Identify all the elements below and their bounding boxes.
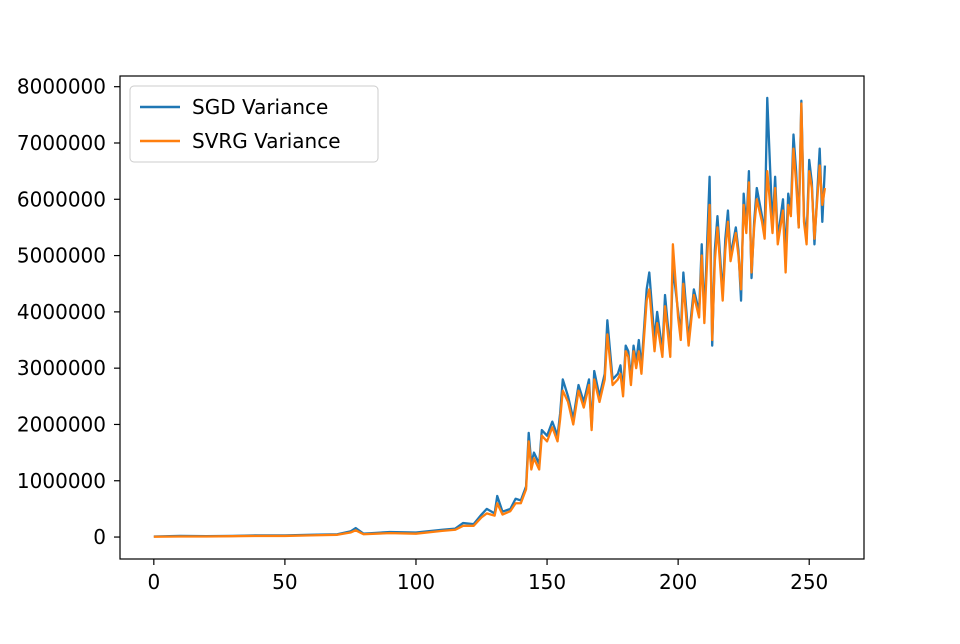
y-tick-label: 5000000 (17, 244, 106, 268)
legend-label-sgd: SGD Variance (192, 95, 328, 119)
x-tick-label: 250 (790, 570, 828, 594)
legend-box (129, 85, 379, 163)
plot-area-frame (119, 75, 865, 560)
x-tick-label: 150 (528, 570, 566, 594)
x-tick-label: 200 (659, 570, 697, 594)
y-tick-label: 6000000 (17, 187, 106, 211)
x-axis: 0 50 100 150 200 250 (147, 559, 828, 594)
series-layer (153, 96, 827, 538)
x-tick-label: 0 (147, 570, 160, 594)
legend: SGD Variance SVRG Variance (129, 85, 379, 163)
y-tick-label: 1000000 (17, 469, 106, 493)
y-tick-label: 8000000 (17, 75, 106, 99)
series-line-sgd (153, 96, 827, 538)
y-tick-label: 3000000 (17, 356, 106, 380)
y-tick-label: 7000000 (17, 131, 106, 155)
x-tick-label: 100 (397, 570, 435, 594)
y-axis: 0 1000000 2000000 3000000 4000000 5000000 6000… (17, 75, 120, 549)
y-tick-label: 2000000 (17, 412, 106, 436)
legend-label-svrg: SVRG Variance (192, 129, 341, 153)
series-line-svrg (153, 102, 827, 538)
y-tick-label: 0 (93, 525, 106, 549)
x-tick-label: 50 (272, 570, 297, 594)
y-tick-label: 4000000 (17, 300, 106, 324)
